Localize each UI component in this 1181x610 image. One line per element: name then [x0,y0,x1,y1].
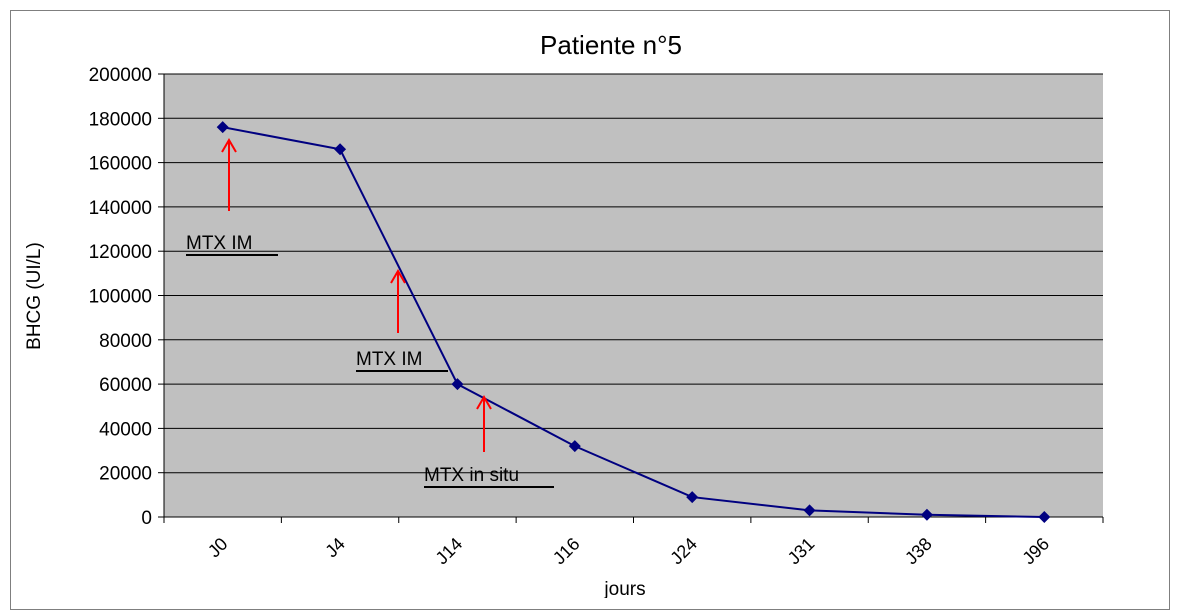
data-point-marker [1038,511,1051,523]
x-tick-label: J0 [204,534,232,562]
y-tick-label: 60000 [99,375,152,396]
data-point-marker [568,440,581,453]
x-tick-label: J24 [666,534,701,569]
annotation-label: MTX IM [356,349,423,370]
y-axis-label: BHCG (UI/L) [24,242,45,350]
series-line [222,126,1045,518]
annotation-arrowhead [221,138,237,153]
data-point-marker [451,378,464,391]
x-tick-label: J16 [549,534,584,569]
data-point-marker [216,121,229,134]
annotation-label: MTX IM [186,233,253,254]
y-tick-label: 140000 [89,198,152,219]
annotation-arrowhead [476,395,492,410]
x-axis-label: jours [603,579,645,598]
x-tick-label: J96 [1018,534,1053,569]
y-tick-label: 40000 [99,419,152,440]
y-tick-label: 0 [141,508,152,529]
y-tick-label: 120000 [89,242,152,263]
data-point-marker [920,508,933,521]
y-tick-label: 180000 [89,109,152,130]
chart-title: Patiente n°5 [540,30,682,60]
data-point-marker [686,491,699,504]
y-tick-label: 200000 [89,65,152,86]
y-tick-label: 100000 [89,287,152,308]
x-tick-label: J4 [321,534,349,562]
annotation-arrowhead [390,269,406,284]
data-point-marker [334,143,347,156]
plot-area: 0 20000 40000 60000 80000 100000 120000 140000 1… [89,65,1104,569]
y-tick-label: 160000 [89,154,152,175]
x-tick-label: J38 [901,534,936,569]
y-tick-label: 80000 [99,331,152,352]
x-tick-label: J31 [784,534,819,569]
data-point-marker [803,504,816,517]
x-tick-label: J14 [432,534,467,569]
annotation-label: MTX in situ [424,465,519,486]
y-tick-label: 20000 [99,464,152,485]
